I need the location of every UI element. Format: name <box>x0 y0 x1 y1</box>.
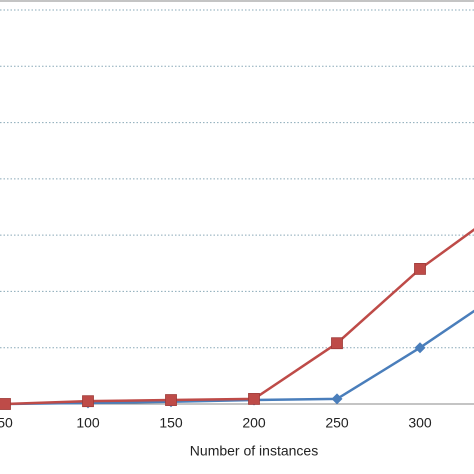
square-marker <box>165 394 177 406</box>
series-line <box>4 228 474 406</box>
x-tick-label: 100 <box>76 415 100 431</box>
square-marker <box>248 393 260 405</box>
square-marker <box>331 337 343 350</box>
x-tick-label: 300 <box>408 415 432 431</box>
x-tick-label: 50 <box>0 415 13 431</box>
x-tick-label: 200 <box>242 415 266 431</box>
square-marker <box>0 398 11 410</box>
diamond-marker <box>414 342 426 354</box>
x-tick-label: 150 <box>159 415 183 431</box>
square-marker <box>82 395 94 408</box>
x-axis-label: Number of instances <box>190 443 318 459</box>
x-tick-label: 250 <box>325 415 349 431</box>
diamond-marker <box>331 393 343 405</box>
square-marker <box>414 263 426 275</box>
